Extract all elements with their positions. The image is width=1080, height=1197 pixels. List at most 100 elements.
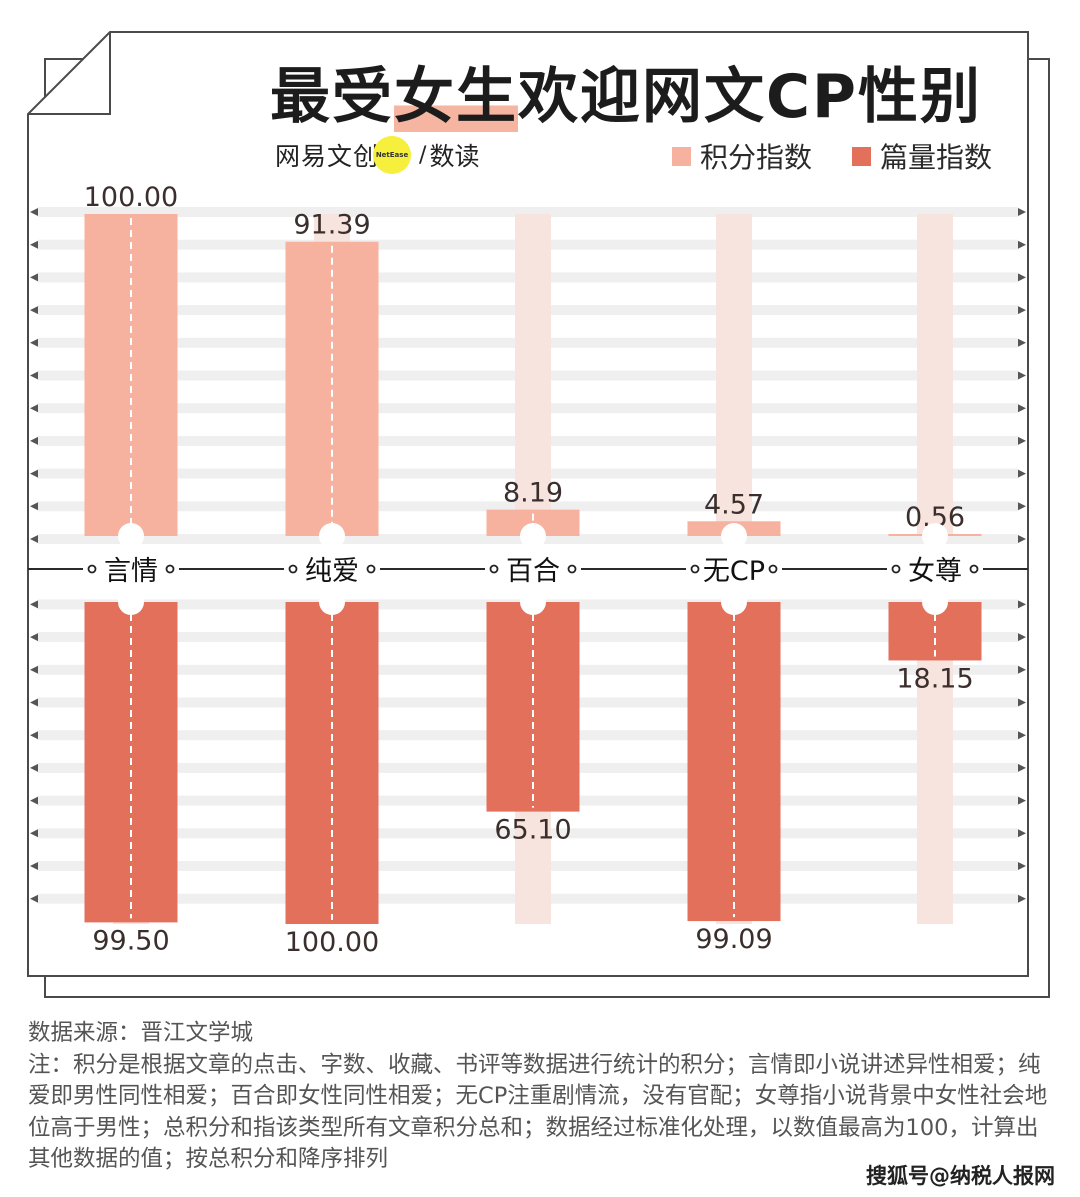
- tick-mark: [1018, 404, 1026, 413]
- category-label: 言情: [104, 556, 158, 587]
- tick-mark: [1018, 208, 1026, 216]
- bar-notch: [319, 523, 345, 549]
- category-label: 百合: [506, 556, 560, 587]
- tick-mark: [1018, 862, 1026, 870]
- legend-label-volume: 篇量指数: [880, 141, 993, 174]
- tick-mark: [1018, 665, 1026, 674]
- legend-item-volume: 篇量指数: [852, 136, 992, 176]
- notes-paragraph: 注：积分是根据文章的点击、字数、收藏、书评等数据进行统计的积分；言情即小说讲述异…: [28, 1051, 1048, 1173]
- tick-mark: [1018, 731, 1026, 740]
- tick-mark: [30, 371, 38, 380]
- category-label-bg: [284, 552, 380, 586]
- score-value-label: 8.19: [503, 478, 563, 509]
- bar-volume: [486, 602, 580, 812]
- chart-title: 最受女生欢迎网文CP性别: [270, 48, 982, 135]
- tick-mark: [30, 273, 38, 282]
- source-line: 数据来源：晋江文学城: [28, 1020, 254, 1046]
- card-fold: [28, 32, 111, 115]
- brand-sub: 数读: [429, 142, 480, 171]
- track-bar-score: [515, 214, 551, 536]
- tick-mark: [30, 862, 38, 870]
- tick-mark: [30, 665, 38, 674]
- tick-mark: [1018, 338, 1026, 347]
- tick-mark: [30, 469, 38, 478]
- tick-mark: [30, 535, 38, 543]
- tick-mark: [1018, 796, 1026, 805]
- legend-swatch-volume: [852, 146, 871, 166]
- tick-mark: [1018, 829, 1026, 838]
- track-bar-score: [716, 214, 752, 536]
- category-marker: [165, 564, 175, 574]
- category-label: 女尊: [908, 556, 962, 587]
- bar-notch: [721, 589, 747, 615]
- category-marker: [690, 564, 700, 574]
- tick-mark: [1018, 306, 1026, 315]
- tick-mark: [1018, 436, 1026, 445]
- tick-mark: [1018, 371, 1026, 380]
- legend-item-score: 积分指数: [672, 136, 812, 176]
- tick-mark: [1018, 633, 1026, 642]
- tick-mark: [1018, 502, 1026, 511]
- tick-mark: [1018, 273, 1026, 282]
- category-marker: [288, 564, 298, 574]
- tick-mark: [30, 436, 38, 445]
- tick-mark: [30, 633, 38, 642]
- grid-stripe: [38, 207, 1018, 217]
- tick-mark: [1018, 535, 1026, 543]
- category-marker: [768, 564, 778, 574]
- source-notes: 数据来源：晋江文学城 注：积分是根据文章的点击、字数、收藏、书评等数据进行统计的…: [28, 1018, 1058, 1176]
- tick-mark: [30, 240, 38, 249]
- category-label-bg: [887, 552, 983, 586]
- tick-mark: [1018, 698, 1026, 707]
- volume-value-label: 100.00: [285, 927, 379, 958]
- tick-mark: [1018, 763, 1026, 772]
- tick-mark: [30, 763, 38, 772]
- bar-notch: [118, 589, 144, 615]
- tick-mark: [30, 698, 38, 707]
- bar-notch: [319, 589, 345, 615]
- bar-notch: [721, 523, 747, 549]
- title-suffix: 欢迎网文CP性别: [518, 62, 983, 132]
- category-marker: [366, 564, 376, 574]
- category-marker: [891, 564, 901, 574]
- legend-swatch-score: [672, 146, 691, 166]
- chart: 100.00 99.50 言情 91.39 100.00 纯爱 8.19 65.10 百合 4.5…: [27, 31, 1029, 977]
- bar-notch: [922, 589, 948, 615]
- tick-mark: [30, 894, 38, 903]
- category-label: 纯爱: [305, 556, 359, 587]
- bar-notch: [118, 523, 144, 549]
- bar-notch: [520, 589, 546, 615]
- legend-label-score: 积分指数: [700, 141, 813, 174]
- volume-value-label: 99.50: [92, 925, 169, 956]
- brand-name: 网易文创: [275, 142, 380, 171]
- bar-notch: [922, 523, 948, 549]
- track-bar-score: [917, 214, 953, 536]
- title-prefix: 最受: [270, 62, 394, 132]
- tick-mark: [1018, 469, 1026, 478]
- tick-mark: [1018, 240, 1026, 249]
- brand-logo: 网易文创 NetEase / 数读: [275, 136, 479, 174]
- tick-mark: [1018, 600, 1026, 609]
- volume-value-label: 99.09: [695, 924, 772, 955]
- category-marker: [489, 564, 499, 574]
- category-label-bg: [485, 552, 581, 586]
- brand-separator: /: [419, 142, 427, 168]
- tick-mark: [30, 502, 38, 511]
- category-marker: [969, 564, 979, 574]
- tick-mark: [30, 796, 38, 805]
- category-label-bg: [83, 552, 179, 586]
- score-value-label: 100.00: [84, 182, 178, 213]
- title-highlight: 女生: [394, 62, 518, 132]
- volume-value-label: 18.15: [896, 663, 973, 694]
- tick-mark: [1018, 894, 1026, 903]
- category-label: 无CP: [703, 556, 765, 587]
- category-marker: [87, 564, 97, 574]
- score-value-label: 4.57: [704, 489, 764, 520]
- tick-mark: [30, 306, 38, 315]
- brand-badge-icon: NetEase: [373, 136, 412, 174]
- bar-notch: [520, 523, 546, 549]
- tick-mark: [30, 600, 38, 609]
- watermark: 搜狐号@纳税人报网: [862, 1160, 1059, 1190]
- tick-mark: [30, 731, 38, 740]
- tick-mark: [30, 208, 38, 216]
